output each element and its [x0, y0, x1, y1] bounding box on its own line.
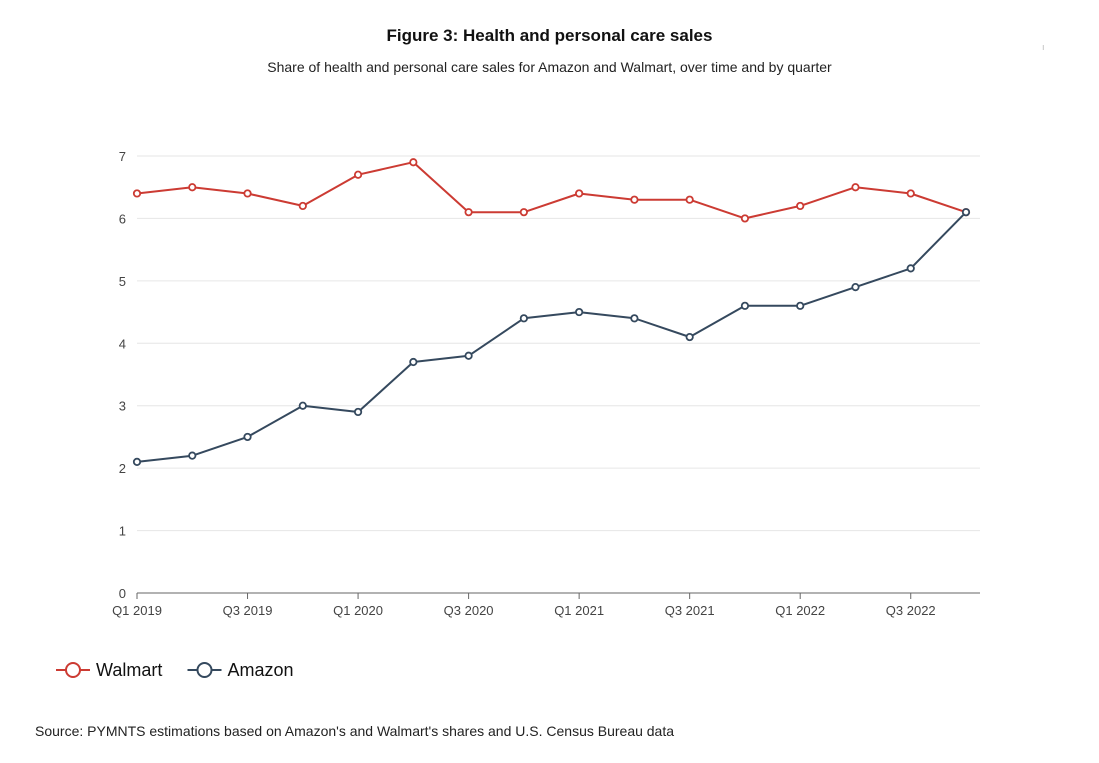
data-point-walmart[interactable] [851, 183, 860, 192]
y-tick-label: 7 [119, 149, 126, 164]
data-point-walmart[interactable] [132, 189, 142, 198]
data-point-amazon[interactable] [409, 357, 418, 367]
chart-subtitle: Share of health and personal care sales … [267, 59, 832, 75]
data-point-amazon[interactable] [298, 401, 307, 410]
data-point-amazon[interactable] [188, 451, 197, 460]
data-point-amazon[interactable] [906, 264, 915, 273]
data-point-amazon[interactable] [740, 301, 750, 310]
y-tick-label: 4 [119, 336, 126, 351]
line-chart: 0 1 2 3 4 5 6 7 Q1 2019 Q3 2019 Q1 2020 Q3 2020 Q1 2… [56, 149, 980, 680]
x-tick-label: Q3 2021 [665, 603, 715, 618]
data-point-walmart[interactable] [188, 183, 197, 192]
series-line-walmart [136, 161, 967, 220]
series-line-amazon [136, 211, 967, 463]
source-note: Source: PYMNTS estimations based on Amaz… [35, 723, 675, 739]
x-tick-label: Q3 2020 [444, 603, 494, 618]
y-tick-label: 2 [119, 461, 126, 476]
y-tick-label: 3 [119, 399, 126, 414]
x-tick-label: Q1 2019 [112, 603, 162, 618]
data-point-amazon[interactable] [243, 432, 252, 442]
legend-label-walmart[interactable]: Walmart [96, 660, 162, 680]
data-point-walmart[interactable] [243, 189, 252, 198]
legend-label-amazon[interactable]: Amazon [228, 660, 294, 680]
data-point-amazon[interactable] [519, 314, 528, 323]
x-tick-label: Q3 2019 [223, 603, 273, 618]
data-point-amazon[interactable] [796, 301, 805, 310]
data-point-amazon[interactable] [961, 208, 971, 217]
y-tick-label: 1 [119, 524, 126, 539]
data-point-amazon[interactable] [353, 407, 363, 417]
data-point-amazon[interactable] [575, 307, 584, 317]
data-point-amazon[interactable] [464, 351, 473, 360]
y-tick-label: 0 [119, 586, 126, 601]
data-point-amazon[interactable] [630, 314, 639, 323]
data-point-walmart[interactable] [906, 189, 915, 198]
data-point-walmart[interactable] [740, 214, 750, 223]
data-point-walmart[interactable] [464, 208, 473, 217]
x-tick-label: Q1 2020 [333, 603, 383, 618]
data-point-amazon[interactable] [851, 282, 860, 292]
x-tick-label: Q1 2021 [554, 603, 604, 618]
data-point-walmart[interactable] [298, 201, 307, 211]
data-point-amazon[interactable] [132, 457, 142, 466]
data-point-walmart[interactable] [630, 195, 639, 204]
data-point-walmart[interactable] [685, 195, 694, 204]
data-point-walmart[interactable] [353, 170, 363, 179]
chart-title: Figure 3: Health and personal care sales [386, 26, 713, 45]
x-tick-label: Q1 2022 [775, 603, 825, 618]
legend-marker-amazon [196, 662, 213, 678]
data-point-walmart[interactable] [409, 158, 418, 167]
x-tick-label: Q3 2022 [886, 603, 936, 618]
data-point-walmart[interactable] [575, 189, 584, 198]
y-tick-label: 6 [119, 211, 126, 226]
legend-marker-walmart [65, 662, 81, 678]
y-tick-label: 5 [119, 274, 126, 289]
data-point-walmart[interactable] [519, 208, 528, 217]
data-point-amazon[interactable] [685, 332, 694, 342]
data-point-walmart[interactable] [796, 201, 805, 211]
stray-mark: ı [1042, 42, 1045, 52]
